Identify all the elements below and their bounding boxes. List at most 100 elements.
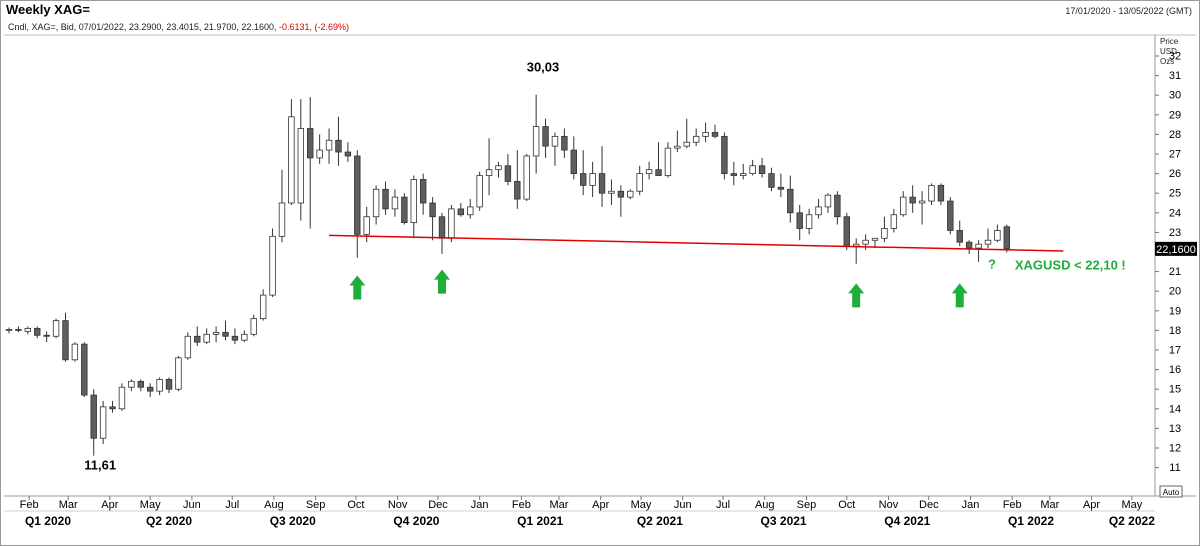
price-tick-label: 30 xyxy=(1169,90,1181,102)
candle xyxy=(438,212,446,254)
candle-body xyxy=(43,334,50,337)
candle-body xyxy=(354,155,361,235)
candle xyxy=(692,128,700,147)
candle-body xyxy=(429,202,436,218)
month-tick-label: Mar xyxy=(550,499,569,511)
candle xyxy=(165,377,173,394)
candle-body xyxy=(467,206,474,216)
candle xyxy=(344,142,352,162)
month-tick-label: Feb xyxy=(1003,499,1022,511)
candle-body xyxy=(457,208,465,216)
candle xyxy=(467,199,474,219)
candle xyxy=(99,400,107,445)
price-tick-label: 27 xyxy=(1169,149,1181,161)
candle xyxy=(918,191,926,225)
candle-body xyxy=(156,378,163,392)
candle xyxy=(288,99,295,205)
candle xyxy=(645,161,653,180)
candle xyxy=(852,238,860,264)
candle-body xyxy=(259,294,267,320)
candle-body xyxy=(194,335,201,343)
candle-body xyxy=(118,386,126,410)
candle-body xyxy=(344,151,352,157)
candle xyxy=(391,189,399,217)
candle-body xyxy=(843,216,850,247)
candle xyxy=(231,328,239,345)
candle-body xyxy=(137,380,144,388)
candle-body xyxy=(504,165,512,182)
month-tick-label: Jun xyxy=(674,499,692,511)
candle-body xyxy=(382,188,389,210)
month-tick-label: Mar xyxy=(1040,499,1059,511)
quarter-tick-label: Q1 2022 xyxy=(1008,514,1054,528)
month-tick-label: Sep xyxy=(797,499,817,511)
price-tick-label: 18 xyxy=(1169,325,1181,337)
candle-body xyxy=(419,179,427,204)
candle xyxy=(203,328,210,345)
candle xyxy=(457,203,465,217)
price-tick-label: 23 xyxy=(1169,227,1181,239)
price-tick-label: 12 xyxy=(1169,443,1181,455)
candle-body xyxy=(900,196,907,216)
candle-body xyxy=(608,190,615,194)
candle-body xyxy=(71,343,79,361)
price-tick-label: 17 xyxy=(1169,345,1181,357)
candle-body xyxy=(890,214,898,229)
candle-body xyxy=(580,173,587,186)
candle-body xyxy=(335,139,342,153)
candle xyxy=(758,157,766,178)
time-axis: Feb Mar Apr May Jun Jul Aug Sep Oct Nov Dec Jan Feb M… xyxy=(20,496,1155,528)
candle xyxy=(730,161,738,186)
annotation-label: ? xyxy=(988,257,996,272)
candle xyxy=(184,332,192,360)
price-tick-label: 19 xyxy=(1169,305,1181,317)
candle-body xyxy=(730,173,738,176)
candle-body xyxy=(278,202,286,237)
month-tick-label: Mar xyxy=(59,499,78,511)
candle-body xyxy=(674,145,681,149)
candle-body xyxy=(316,149,323,159)
candle-body xyxy=(636,173,643,192)
candle xyxy=(128,379,135,392)
candle xyxy=(43,331,50,343)
month-tick-label: Oct xyxy=(347,499,364,511)
series-legend: Cndl, XAG=, Bid, 07/01/2022, 23.2900, 23… xyxy=(8,22,349,32)
candle-body xyxy=(570,149,577,175)
candle xyxy=(52,318,60,339)
candle-body xyxy=(598,173,606,194)
candle xyxy=(354,150,361,258)
price-axis-label-price: Price xyxy=(1160,37,1179,46)
candle-body xyxy=(664,147,672,176)
quarter-tick-label: Q2 2022 xyxy=(1109,514,1155,528)
month-tick-label: Feb xyxy=(20,499,39,511)
candle-body xyxy=(871,237,879,241)
last-price-marker xyxy=(1155,241,1197,256)
candle xyxy=(81,342,88,398)
candle-body xyxy=(824,194,832,208)
candle-body xyxy=(448,208,455,239)
candle-body xyxy=(758,165,766,174)
candle xyxy=(532,94,540,174)
candle xyxy=(890,208,898,233)
candle xyxy=(495,161,502,178)
month-tick-label: Dec xyxy=(428,499,448,511)
candle-body xyxy=(617,190,625,198)
candle xyxy=(250,314,257,337)
candle xyxy=(156,377,163,396)
price-tick-label: 11 xyxy=(1169,462,1180,474)
month-tick-label: May xyxy=(1121,499,1142,511)
candle xyxy=(655,142,662,176)
candle-body xyxy=(297,128,305,204)
candle xyxy=(71,342,79,362)
candle xyxy=(749,159,756,176)
candle xyxy=(589,161,596,198)
candle-body xyxy=(109,406,116,410)
candle xyxy=(702,122,709,143)
candle-body xyxy=(184,335,192,359)
candle-body xyxy=(410,179,417,223)
candle xyxy=(815,199,822,219)
price-tick-label: 20 xyxy=(1169,286,1181,298)
month-tick-label: May xyxy=(140,499,161,511)
annotation-label: 11,61 xyxy=(84,458,116,473)
